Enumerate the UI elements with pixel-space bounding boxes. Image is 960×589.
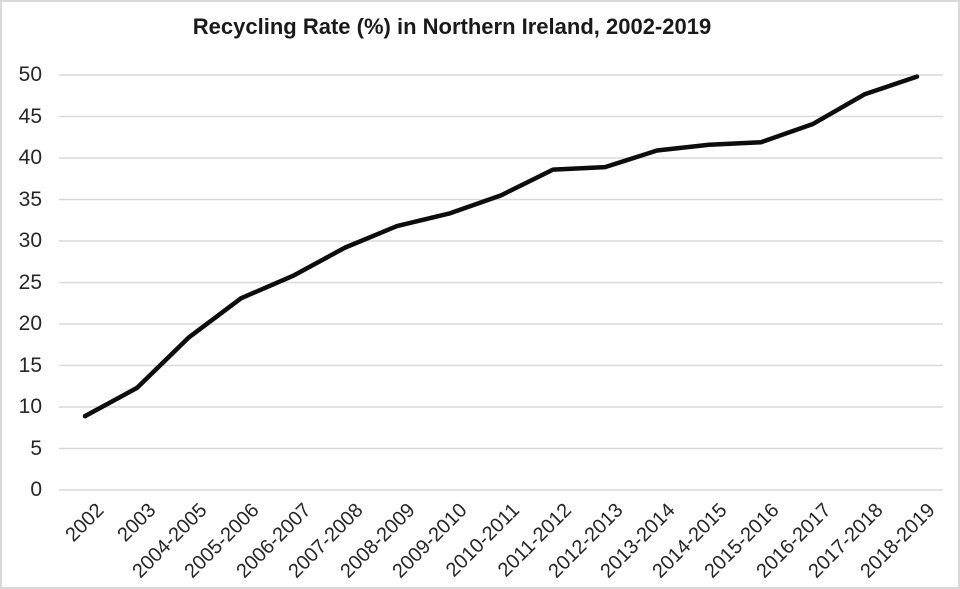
y-tick-label: 10 [18,395,42,418]
y-tick-label: 5 [30,436,42,460]
y-tick-label: 20 [18,312,42,335]
y-tick-label: 25 [18,270,42,294]
y-tick-label: 30 [18,229,42,252]
y-tick-label: 35 [18,187,42,211]
data-line [82,74,920,419]
chart-title: Recycling Rate (%) in Northern Ireland, … [192,14,712,39]
y-tick-label: 15 [18,353,42,377]
y-tick-label: 50 [18,63,42,86]
y-tick-label: 0 [30,478,42,501]
y-tick-label: 45 [18,104,42,128]
y-tick-label: 40 [18,146,42,169]
